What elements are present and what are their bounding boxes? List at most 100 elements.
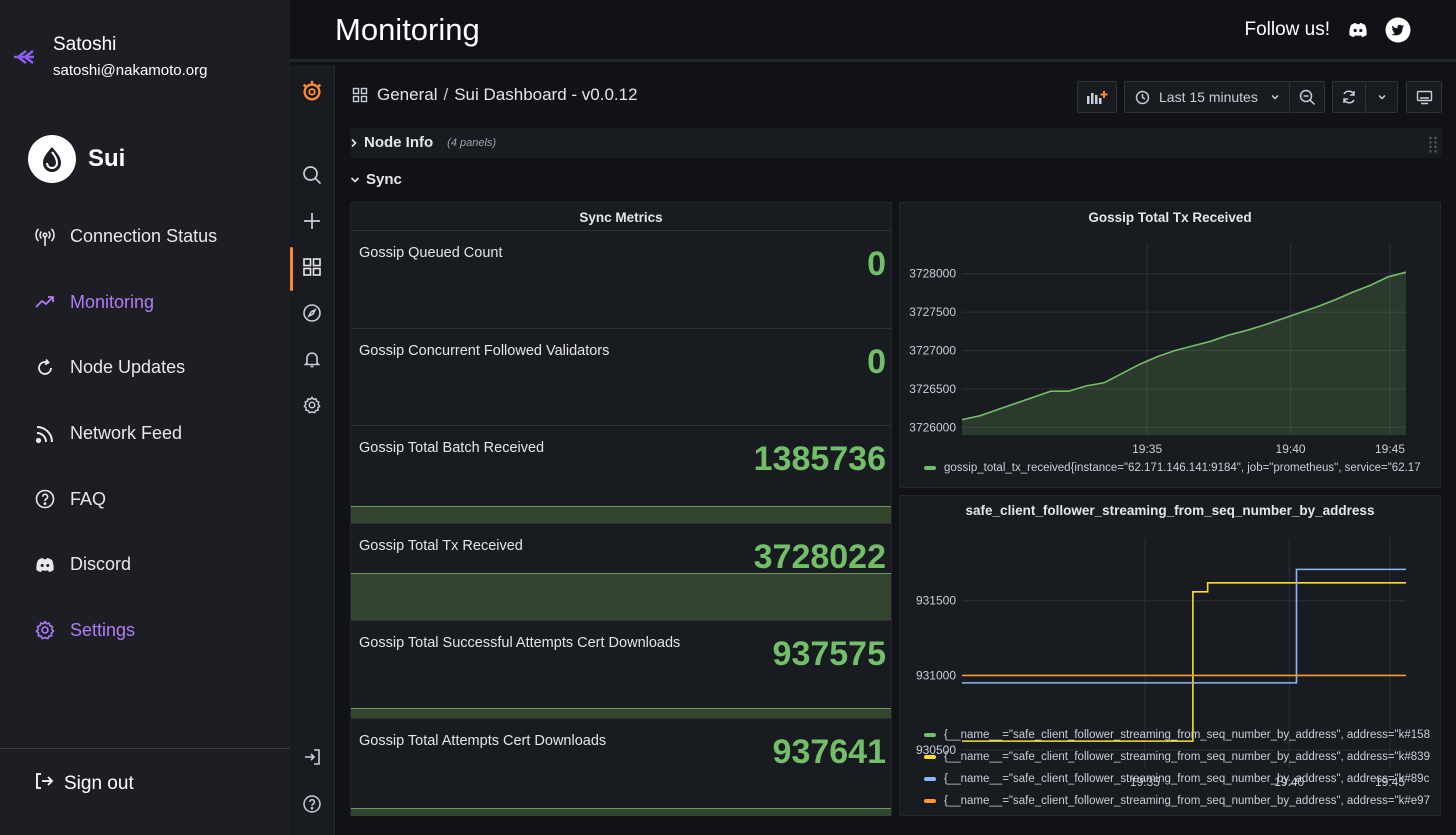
row-sync[interactable]: Sync xyxy=(350,171,402,188)
rss-icon xyxy=(34,423,56,445)
help-icon[interactable] xyxy=(300,792,324,816)
legend-swatch xyxy=(924,733,936,737)
sidebar-item-connection-status[interactable]: Connection Status xyxy=(34,204,217,270)
row-drag-handle-icon[interactable] xyxy=(1428,135,1438,158)
panel-title[interactable]: safe_client_follower_streaming_from_seq_… xyxy=(965,503,1375,518)
sidebar-item-label: Node Updates xyxy=(70,357,186,378)
sidebar-item-node-updates[interactable]: Node Updates xyxy=(34,335,217,401)
chevron-down-icon xyxy=(350,176,360,184)
y-tick-label: 3726500 xyxy=(909,382,956,396)
legend-item[interactable]: {__name__="safe_client_follower_streamin… xyxy=(924,751,1436,763)
sidebar-item-faq[interactable]: FAQ xyxy=(34,466,217,532)
antenna-icon xyxy=(34,226,56,248)
brand-name: Sui xyxy=(88,145,126,172)
dashboard-grid-icon xyxy=(352,87,368,103)
sign-out-icon xyxy=(34,771,54,797)
grafana-logo-icon[interactable] xyxy=(300,79,324,103)
node-info-row-background xyxy=(350,128,1442,158)
breadcrumb-folder[interactable]: General xyxy=(377,85,438,104)
chevron-down-icon xyxy=(1377,94,1386,100)
stat-value: 937641 xyxy=(772,732,886,771)
legend-item[interactable]: gossip_total_tx_received{instance="62.17… xyxy=(924,462,1436,474)
legend-label: {__name__="safe_client_follower_streamin… xyxy=(944,773,1430,785)
twitter-icon[interactable] xyxy=(1385,17,1411,43)
stat-row: Gossip Total Attempts Cert Downloads 9376… xyxy=(351,717,891,816)
gossip-total-tx-panel: Gossip Total Tx Received 3726000 3726500 3… xyxy=(899,202,1441,488)
sidebar-item-discord[interactable]: Discord xyxy=(34,532,217,598)
y-tick-label: 3728000 xyxy=(909,267,956,281)
row-node-info[interactable]: Node Info (4 panels) xyxy=(350,134,496,151)
dashboard-title[interactable]: Sui Dashboard - v0.0.12 xyxy=(454,85,638,104)
active-indicator xyxy=(290,247,293,291)
configuration-gear-icon[interactable] xyxy=(300,393,324,417)
brand: Sui xyxy=(28,135,125,183)
user-profile[interactable]: Satoshi satoshi@nakamoto.org xyxy=(12,34,207,79)
legend-swatch xyxy=(924,777,936,781)
sidebar-item-network-feed[interactable]: Network Feed xyxy=(34,401,217,467)
stat-row: Gossip Concurrent Followed Validators 0 xyxy=(351,327,891,426)
page-title: Monitoring xyxy=(335,12,480,47)
user-name: Satoshi xyxy=(53,34,117,55)
sign-out-button[interactable]: Sign out xyxy=(34,771,134,797)
refresh-interval-dropdown[interactable] xyxy=(1365,81,1398,113)
series-line xyxy=(962,568,1406,684)
alerting-bell-icon[interactable] xyxy=(300,347,324,371)
sync-metrics-panel: Sync Metrics Gossip Queued Count 0 Gossip … xyxy=(350,202,892,816)
clock-icon xyxy=(1135,90,1150,105)
trend-icon xyxy=(34,291,56,313)
y-tick-label: 931000 xyxy=(916,668,956,682)
panel-title[interactable]: Sync Metrics xyxy=(579,210,663,225)
stat-label: Gossip Total Tx Received xyxy=(359,537,523,554)
y-tick-label: 3726000 xyxy=(909,420,956,434)
y-tick-label: 931500 xyxy=(916,594,956,608)
legend-item[interactable]: {__name__="safe_client_follower_streamin… xyxy=(924,773,1436,785)
refresh-dashboard-button[interactable] xyxy=(1332,81,1366,113)
dashboard: General / Sui Dashboard - v0.0.12 Last 1… xyxy=(336,65,1456,835)
stat-row: Gossip Total Tx Received 3728022 xyxy=(351,522,891,621)
chevron-down-icon xyxy=(1270,92,1280,102)
y-tick-label: 3727500 xyxy=(909,305,956,319)
series-line xyxy=(962,582,1406,742)
stat-row: Gossip Total Successful Attempts Cert Do… xyxy=(351,620,891,718)
stat-row: Gossip Queued Count 0 xyxy=(351,230,891,328)
sidebar-item-label: Network Feed xyxy=(70,423,183,444)
panel-title[interactable]: Gossip Total Tx Received xyxy=(1088,210,1252,225)
stat-value: 0 xyxy=(867,245,886,283)
discord-icon[interactable] xyxy=(1345,17,1371,43)
stat-label: Gossip Queued Count xyxy=(359,245,503,261)
stat-sparkline xyxy=(351,708,891,718)
zoom-out-button[interactable] xyxy=(1289,81,1325,113)
sign-in-icon[interactable] xyxy=(300,745,324,769)
row-title: Sync xyxy=(366,171,402,188)
legend-label: gossip_total_tx_received{instance="62.17… xyxy=(944,462,1421,474)
stat-value: 937575 xyxy=(772,635,886,673)
sidebar-item-monitoring[interactable]: Monitoring xyxy=(34,270,217,336)
dashboards-icon[interactable] xyxy=(300,255,324,279)
add-panel-button[interactable] xyxy=(1077,81,1117,113)
explore-icon[interactable] xyxy=(300,301,324,325)
y-tick-label: 3727000 xyxy=(909,344,956,358)
stat-sparkline xyxy=(351,505,891,523)
sidebar-item-label: Connection Status xyxy=(70,226,218,247)
stat-label: Gossip Total Successful Attempts Cert Do… xyxy=(359,635,681,651)
legend-swatch xyxy=(924,466,936,470)
legend-label: {__name__="safe_client_follower_streamin… xyxy=(944,795,1430,807)
search-icon[interactable] xyxy=(300,163,324,187)
sidebar-item-settings[interactable]: Settings xyxy=(34,598,217,664)
legend-item[interactable]: {__name__="safe_client_follower_streamin… xyxy=(924,729,1436,741)
row-title: Node Info xyxy=(364,134,434,151)
stat-label: Gossip Concurrent Followed Validators xyxy=(359,342,610,359)
follow-us-text: Follow us! xyxy=(1244,19,1330,40)
stat-value: 3728022 xyxy=(753,537,886,576)
tv-mode-button[interactable] xyxy=(1406,81,1442,113)
stat-label: Gossip Total Batch Received xyxy=(359,440,545,456)
sidebar-item-label: Settings xyxy=(70,619,136,640)
user-email: satoshi@nakamoto.org xyxy=(53,62,208,79)
time-range-picker[interactable]: Last 15 minutes xyxy=(1124,81,1290,113)
legend-item[interactable]: {__name__="safe_client_follower_streamin… xyxy=(924,795,1436,807)
stat-value: 1385736 xyxy=(753,440,886,478)
sui-logo-icon xyxy=(28,135,76,183)
sign-out-label: Sign out xyxy=(64,773,134,794)
plus-icon[interactable] xyxy=(300,209,324,233)
